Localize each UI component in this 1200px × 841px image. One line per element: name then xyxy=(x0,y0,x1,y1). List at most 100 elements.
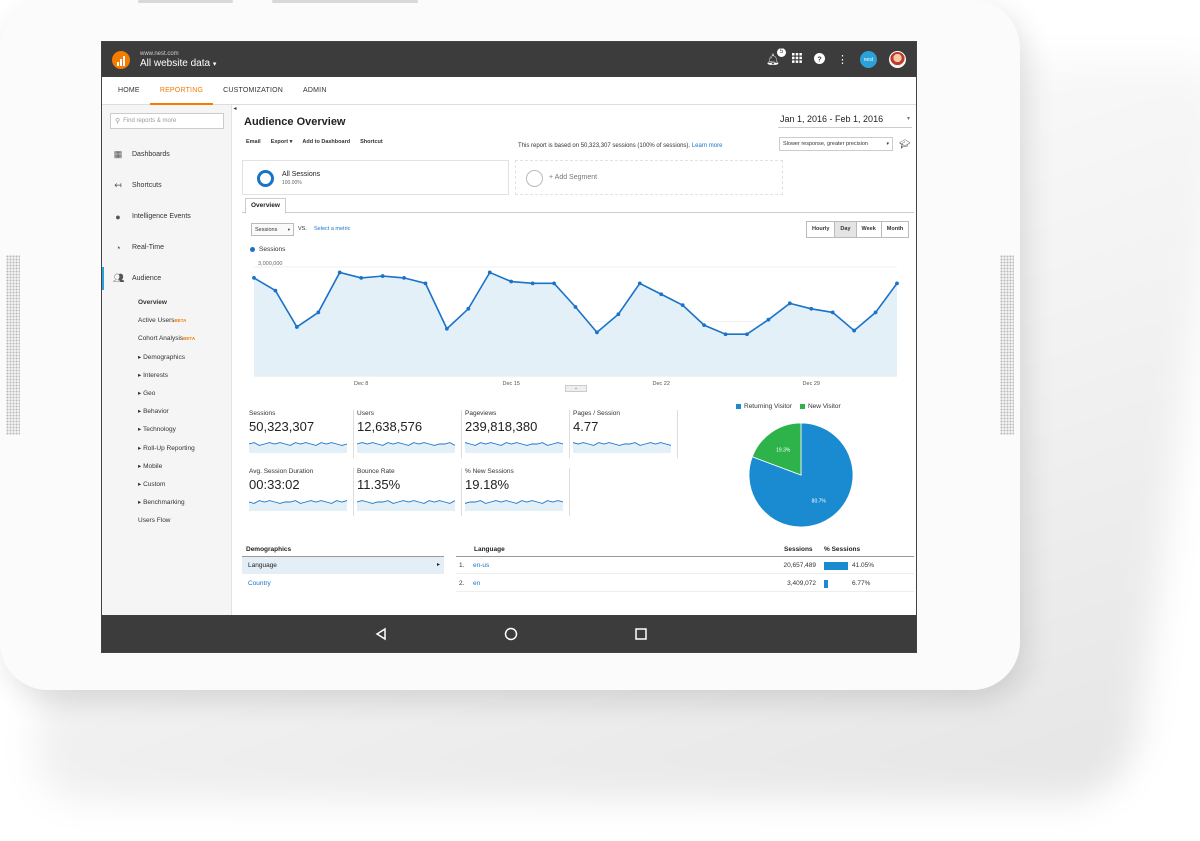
kpi-bounce-rate[interactable]: Bounce Rate 11.35% xyxy=(357,468,462,518)
sidebar-item-audience[interactable]: 👥︎ Audience xyxy=(102,263,231,294)
header-icons: 🔔︎ 5 ? ⋮ nest xyxy=(766,42,906,77)
volume-button xyxy=(138,0,233,3)
sparkline-area xyxy=(465,442,563,453)
demographics-language-row[interactable]: Language ▸ xyxy=(242,557,444,574)
kpi-sparkline xyxy=(465,500,563,511)
data-point xyxy=(273,288,278,293)
sidebar-item-label: Audience xyxy=(132,275,162,282)
kpi-sparkline xyxy=(357,442,455,453)
sidebar-sub-behavior[interactable]: ▸ Behavior xyxy=(138,408,169,416)
chevron-down-icon: ▾ xyxy=(886,141,889,147)
tab-reporting[interactable]: REPORTING xyxy=(149,77,214,105)
tablet-frame: www.nest.com All website data ▾ 🔔︎ 5 ? ⋮ … xyxy=(6,0,1014,653)
email-button[interactable]: Email xyxy=(246,139,261,145)
week-button[interactable]: Week xyxy=(856,222,882,237)
people-icon: 👥︎ xyxy=(113,273,125,283)
precision-select[interactable]: Slower response, greater precision ▾ xyxy=(779,137,893,151)
series-area xyxy=(254,272,897,376)
graduation-cap-icon[interactable]: 🎓︎ xyxy=(899,139,911,149)
sidebar-sub-users-flow[interactable]: Users Flow xyxy=(138,517,171,525)
language-link[interactable]: en xyxy=(473,580,481,587)
android-nav-bar xyxy=(102,615,916,652)
sparkline-area xyxy=(573,442,671,453)
kpi-avg-session-duration[interactable]: Avg. Session Duration 00:33:02 xyxy=(249,468,354,518)
notification-badge: 5 xyxy=(777,48,786,57)
chart-resize-handle[interactable]: ⌄ xyxy=(565,385,587,392)
sidebar-item-intelligence[interactable]: ● Intelligence Events xyxy=(102,201,231,232)
main-content: Audience Overview Jan 1, 2016 - Feb 1, 2… xyxy=(239,105,916,615)
analytics-logo-icon[interactable] xyxy=(112,50,130,69)
top-bar: www.nest.com All website data ▾ 🔔︎ 5 ? ⋮ … xyxy=(102,42,916,77)
tab-admin[interactable]: ADMIN xyxy=(303,86,327,94)
home-icon[interactable] xyxy=(504,627,518,641)
sidebar: ⚲ Find reports & more ▦ Dashboards ↤ Sho… xyxy=(102,105,232,615)
segment-all-sessions[interactable]: All Sessions 100.00% xyxy=(242,160,509,195)
data-point xyxy=(487,270,492,275)
sidebar-sub-rollup[interactable]: ▸ Roll-Up Reporting xyxy=(138,444,195,452)
kpi-sessions[interactable]: Sessions 50,323,307 xyxy=(249,410,354,460)
tab-home[interactable]: HOME xyxy=(118,86,140,94)
sidebar-sub-benchmarking[interactable]: ▸ Benchmarking xyxy=(138,499,185,507)
tab-customization[interactable]: CUSTOMIZATION xyxy=(223,86,284,94)
hourly-button[interactable]: Hourly xyxy=(807,222,836,237)
month-button[interactable]: Month xyxy=(881,222,909,237)
row-number: 2. xyxy=(459,580,465,587)
apps-grid-icon[interactable] xyxy=(792,53,802,66)
day-button[interactable]: Day xyxy=(835,222,857,237)
collapse-sidebar-icon[interactable]: ◂ xyxy=(233,106,237,112)
search-input[interactable]: ⚲ Find reports & more xyxy=(110,113,224,129)
sidebar-item-realtime[interactable]: ◔ Real-Time xyxy=(102,232,231,263)
account-selector[interactable]: www.nest.com All website data ▾ xyxy=(140,51,216,69)
sidebar-sub-mobile[interactable]: ▸ Mobile xyxy=(138,462,163,470)
data-point xyxy=(830,310,835,315)
data-point xyxy=(895,281,899,286)
tab-overview[interactable]: Overview xyxy=(245,198,286,214)
report-toolbar: Email Export ▾ Add to Dashboard Shortcut xyxy=(246,139,383,145)
demographics-country-row[interactable]: Country xyxy=(248,580,271,587)
kpi--new-sessions[interactable]: % New Sessions 19.18% xyxy=(465,468,570,518)
date-range-picker[interactable]: Jan 1, 2016 - Feb 1, 2016 ▾ xyxy=(778,110,912,128)
kpi-users[interactable]: Users 12,638,576 xyxy=(357,410,462,460)
kpi-value: 19.18% xyxy=(465,477,510,492)
nest-brand-badge[interactable]: nest xyxy=(860,51,877,68)
sidebar-sub-technology[interactable]: ▸ Technology xyxy=(138,426,176,434)
sidebar-sub-custom[interactable]: ▸ Custom xyxy=(138,480,166,488)
data-point xyxy=(766,317,771,322)
legend-dot-icon xyxy=(250,247,255,252)
help-icon[interactable]: ? xyxy=(814,52,825,67)
divider xyxy=(461,468,462,516)
sidebar-item-shortcuts[interactable]: ↤ Shortcuts xyxy=(102,170,231,201)
power-button xyxy=(272,0,418,3)
sparkline-line xyxy=(465,442,563,446)
sidebar-sub-cohort[interactable]: Cohort AnalysisBETA xyxy=(138,335,196,343)
shortcut-icon: ↤ xyxy=(114,180,122,190)
language-link[interactable]: en-us xyxy=(473,562,490,569)
kpi-sparkline xyxy=(465,442,563,453)
select-metric-link[interactable]: Select a metric xyxy=(314,226,351,232)
precision-label: Slower response, greater precision xyxy=(783,141,868,147)
pct-value: 41.05% xyxy=(852,562,875,569)
sparkline-line xyxy=(357,500,455,504)
pie-slice-label: 19.3% xyxy=(776,447,791,453)
sidebar-sub-geo[interactable]: ▸ Geo xyxy=(138,389,156,397)
sidebar-sub-interests[interactable]: ▸ Interests xyxy=(138,371,168,379)
x-tick-label: Dec 22 xyxy=(653,381,670,387)
sidebar-item-dashboards[interactable]: ▦ Dashboards xyxy=(102,139,231,170)
bell-icon[interactable]: 🔔︎ 5 xyxy=(766,48,786,66)
more-vert-icon[interactable]: ⋮ xyxy=(837,54,848,66)
back-icon[interactable] xyxy=(374,627,388,641)
sidebar-sub-overview[interactable]: Overview xyxy=(138,299,167,306)
sidebar-sub-active-users[interactable]: Active UsersBETA xyxy=(138,317,187,325)
kpi-pageviews[interactable]: Pageviews 239,818,380 xyxy=(465,410,570,460)
metric-select[interactable]: Sessions ▾ xyxy=(251,223,294,236)
avatar[interactable] xyxy=(889,51,906,68)
kpi-pages-session[interactable]: Pages / Session 4.77 xyxy=(573,410,678,460)
sidebar-sub-demographics[interactable]: ▸ Demographics xyxy=(138,353,185,361)
shortcut-button[interactable]: Shortcut xyxy=(360,139,383,145)
add-to-dashboard-button[interactable]: Add to Dashboard xyxy=(302,139,351,145)
recents-icon[interactable] xyxy=(634,627,648,641)
learn-more-link[interactable]: Learn more xyxy=(691,143,723,149)
svg-text:?: ? xyxy=(817,54,822,63)
add-segment-button[interactable]: + Add Segment xyxy=(515,160,783,195)
export-button[interactable]: Export ▾ xyxy=(270,139,293,145)
